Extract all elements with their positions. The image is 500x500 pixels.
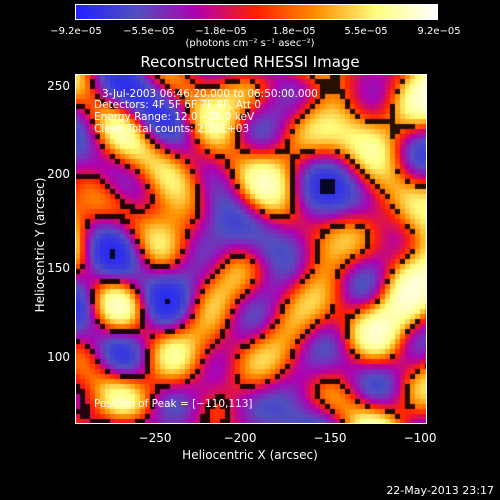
colorbar-tick: 1.8e−05 <box>272 26 316 37</box>
y-tick-label: 200 <box>47 167 70 181</box>
y-tick-label: 100 <box>47 350 70 364</box>
date-stamp: 22-May-2013 23:17 <box>386 484 494 497</box>
colorbar-tick: −5.5e−05 <box>123 26 175 37</box>
colorbar-units: (photons cm⁻² s⁻¹ asec⁻²) <box>185 38 315 49</box>
colorbar-tick: 5.5e−05 <box>344 26 388 37</box>
x-tick-label: −150 <box>313 431 347 445</box>
peak-position-label: Position of Peak = [−110,113] <box>94 398 253 410</box>
heatmap-image <box>75 74 427 424</box>
y-tick-label: 150 <box>47 261 70 275</box>
y-tick-label: 250 <box>47 79 70 93</box>
clean-counts-label: Clean Total counts: 2.31E+03 <box>94 123 250 135</box>
time-range-label: 3-Jul-2003 06:46:20.000 to 06:50:00.000 <box>102 88 318 100</box>
colorbar <box>75 4 438 20</box>
x-axis-label: Heliocentric X (arcsec) <box>182 448 318 462</box>
colorbar-tick: 9.2e−05 <box>417 26 461 37</box>
x-tick-label: −200 <box>223 431 257 445</box>
colorbar-tick: −1.8e−05 <box>195 26 247 37</box>
colorbar-tick: −9.2e−05 <box>50 26 102 37</box>
detectors-label: Detectors: 4F 5F 6F 7F 8F, Att 0 <box>94 99 261 111</box>
plot-frame <box>75 74 427 424</box>
energy-range-label: Energy Range: 12.0 - 25.0 keV <box>94 111 255 123</box>
x-tick-label: −250 <box>138 431 172 445</box>
plot-title: Reconstructed RHESSI Image <box>140 53 360 71</box>
y-axis-label: Heliocentric Y (arcsec) <box>33 177 47 313</box>
x-tick-label: −100 <box>403 431 437 445</box>
